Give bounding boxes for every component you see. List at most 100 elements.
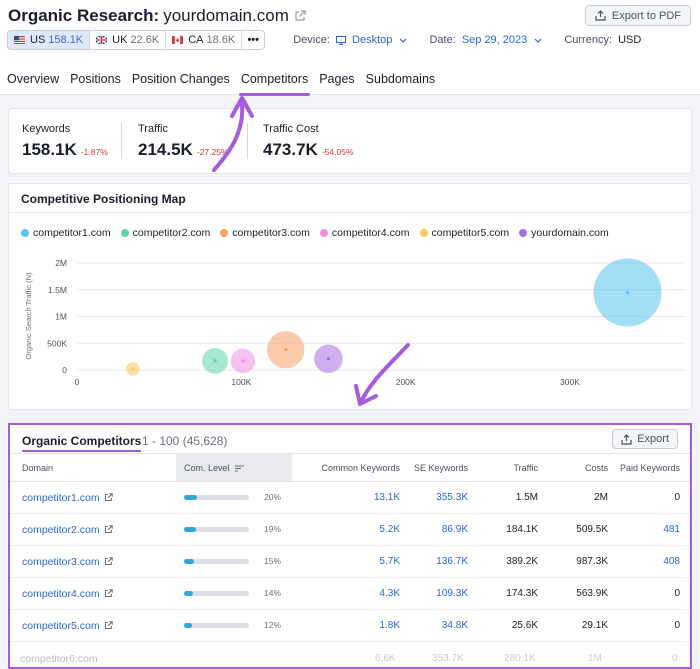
se-keywords-cell[interactable]: 109.3K (410, 577, 478, 610)
faded-row-domain: competitor6.com (20, 653, 98, 665)
summary-metrics: Keywords 158.1K -1.87% Traffic 214.5K -27.… (8, 108, 692, 174)
metric-label: Traffic Cost (263, 123, 319, 135)
db-code: US (30, 34, 46, 46)
divider (247, 123, 248, 159)
desktop-icon (335, 35, 346, 45)
metric-keywords: Keywords 158.1K -1.87% (22, 123, 108, 160)
col-com-level[interactable]: Com. Level (176, 453, 292, 482)
currency-label: Currency: (564, 34, 613, 46)
common-keywords-cell[interactable]: 1.8K (292, 609, 410, 642)
legend-item[interactable]: competitor2.com (120, 227, 210, 239)
device-filter[interactable]: Device: Desktop (293, 34, 407, 46)
col-common-keywords[interactable]: Common Keywords (292, 453, 410, 482)
metric-value[interactable]: 214.5K (138, 140, 193, 159)
com-level-bar (184, 590, 249, 596)
ca-flag-icon (172, 36, 184, 44)
com-level-bar (184, 622, 249, 628)
col-traffic[interactable]: Traffic (478, 453, 548, 482)
db-us[interactable]: US 158.1K (8, 31, 91, 49)
external-link-icon[interactable] (104, 493, 113, 502)
se-keywords-cell[interactable]: 355.3K (410, 481, 478, 514)
device-label: Device: (293, 34, 330, 46)
tab-positions[interactable]: Positions (70, 72, 121, 86)
external-link-icon[interactable] (294, 10, 306, 22)
col-paid-keywords[interactable]: Paid Keywords (618, 453, 690, 482)
date-filter[interactable]: Date: Sep 29, 2023 (429, 34, 542, 46)
legend-item[interactable]: competitor5.com (419, 227, 509, 239)
y-tick-label: 0 (62, 365, 67, 375)
title-prefix: Organic Research: (8, 6, 160, 25)
db-ca[interactable]: CA 18.6K (166, 31, 243, 49)
metric-value[interactable]: 158.1K (22, 140, 77, 159)
date-value: Sep 29, 2023 (461, 34, 528, 46)
more-databases-button[interactable]: ••• (242, 31, 265, 49)
competitors-range: 1 - 100 (45,628) (142, 434, 228, 448)
map-legend: competitor1.com competitor2.com competitor… (21, 227, 619, 239)
se-keywords-cell[interactable]: 34.8K (410, 609, 478, 642)
legend-label: competitor1.com (33, 227, 111, 239)
filter-row: US 158.1K UK 22.6K CA 18.6K ••• Device: … (7, 30, 641, 50)
tab-competitors[interactable]: Competitors (238, 72, 311, 96)
legend-item[interactable]: competitor1.com (21, 227, 111, 239)
metric-delta: -27.25% (196, 147, 229, 157)
com-level-cell: 15% (176, 545, 292, 578)
common-keywords-cell[interactable]: 13.1K (292, 481, 410, 514)
paid-keywords-cell[interactable]: 408 (618, 545, 690, 578)
table-row: competitor3.com 15% 5.7K 136.7K 389.2K 987.3K… (10, 545, 690, 578)
divider (121, 123, 122, 159)
export-label: Export (637, 433, 669, 445)
col-domain[interactable]: Domain (10, 453, 176, 482)
domain-link[interactable]: competitor5.com (22, 619, 100, 632)
com-level-bar (184, 526, 249, 532)
legend-item[interactable]: competitor4.com (319, 227, 410, 239)
legend-item[interactable]: competitor3.com (220, 227, 310, 239)
external-link-icon[interactable] (104, 589, 113, 598)
common-keywords-cell[interactable]: 4.3K (292, 577, 410, 610)
faded-row-se: 353.7K (432, 653, 464, 664)
legend-dot-icon (419, 229, 428, 237)
positioning-map-chart: 0 500K 1M 1.5M 2M 0 100K 200K 300K Organic Search… (24, 258, 685, 387)
domain-link[interactable]: competitor2.com (22, 523, 100, 536)
chevron-down-icon (534, 38, 542, 43)
metric-label: Keywords (22, 123, 71, 135)
paid-keywords-cell[interactable]: 481 (618, 513, 690, 546)
metric-value[interactable]: 473.7K (263, 140, 318, 159)
common-keywords-cell[interactable]: 5.7K (292, 545, 410, 578)
domain-link[interactable]: competitor4.com (22, 587, 100, 600)
table-row: competitor2.com 19% 5.2K 86.9K 184.1K 509.5K 4… (10, 513, 690, 546)
external-link-icon[interactable] (104, 525, 113, 534)
database-selector: US 158.1K UK 22.6K CA 18.6K ••• (7, 30, 266, 50)
x-tick-label: 0 (75, 377, 80, 387)
tab-pages[interactable]: Pages (319, 72, 355, 86)
legend-label: yourdomain.com (531, 227, 609, 239)
common-keywords-cell[interactable]: 5.2K (292, 513, 410, 546)
domain-link[interactable]: competitor3.com (22, 555, 100, 568)
external-link-icon[interactable] (104, 557, 113, 566)
legend-item[interactable]: yourdomain.com (519, 227, 609, 239)
com-level-fill (184, 622, 192, 628)
domain-cell: competitor1.com (10, 481, 176, 514)
table-row: competitor5.com 12% 1.8K 34.8K 25.6K 29.1K 0 (10, 609, 690, 642)
bubble-center (241, 359, 245, 363)
tab-overview[interactable]: Overview (7, 72, 60, 86)
se-keywords-cell[interactable]: 86.9K (410, 513, 478, 546)
bubble-center (326, 357, 331, 361)
external-link-icon[interactable] (104, 621, 113, 630)
uk-flag-icon (96, 36, 108, 44)
col-se-keywords[interactable]: SE Keywords (410, 453, 478, 482)
metric-delta: -1.87% (80, 147, 108, 157)
tab-position-changes[interactable]: Position Changes (131, 72, 230, 86)
se-keywords-cell[interactable]: 136.7K (410, 545, 478, 578)
com-level-cell: 12% (176, 609, 292, 642)
com-level-percent: 12% (263, 620, 281, 631)
export-pdf-button[interactable]: Export to PDF (584, 5, 691, 26)
export-button[interactable]: Export (612, 429, 678, 449)
col-costs[interactable]: Costs (548, 453, 618, 482)
domain-link[interactable]: competitor1.com (22, 491, 100, 504)
title-domain[interactable]: yourdomain.com (163, 6, 289, 25)
organic-competitors-card: Organic Competitors 1 - 100 (45,628) Exp… (8, 423, 692, 669)
com-level-bar (184, 494, 249, 500)
db-uk[interactable]: UK 22.6K (90, 31, 167, 49)
export-icon (621, 433, 632, 445)
tab-subdomains[interactable]: Subdomains (365, 72, 436, 86)
